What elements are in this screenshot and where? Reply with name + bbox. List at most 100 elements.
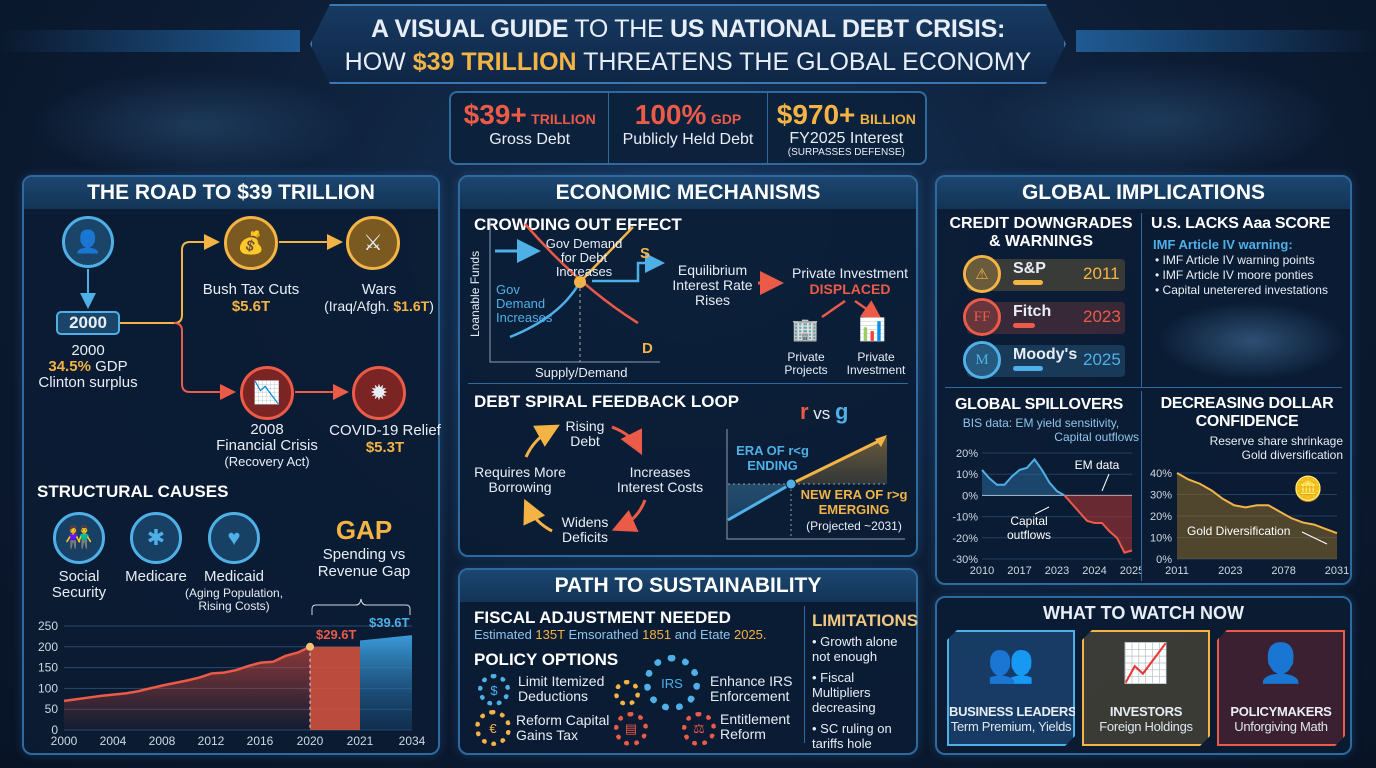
debt-area xyxy=(64,646,310,730)
dollar-title: DECREASING DOLLAR CONFIDENCE xyxy=(1160,395,1334,430)
world-map-icon xyxy=(1157,301,1347,381)
annotation-arrow xyxy=(1301,531,1328,545)
x-tick-label: 2008 xyxy=(149,734,176,748)
gdp-unit: GDP xyxy=(90,358,128,375)
limitation-item: • SC ruling on tariffs hole xyxy=(812,721,892,751)
cause-social-security: Social Security xyxy=(51,568,107,601)
x-tick-label: 2023 xyxy=(1218,565,1242,577)
crowding-out-diagram xyxy=(489,219,920,363)
title-part: THREATENS THE GLOBAL ECONOMY xyxy=(576,48,1032,76)
limitation-item: • Fiscal Multipliers decreasing xyxy=(812,670,876,715)
title-part: TO THE xyxy=(568,15,671,43)
spiral-step: Increases Interest Costs xyxy=(616,464,704,495)
fiscal-value: 2025. xyxy=(733,627,767,642)
limitations-list: • Growth alone not enough • Fiscal Multi… xyxy=(812,634,916,751)
global-panel: GLOBAL IMPLICATIONS CREDIT DOWNGRADES & … xyxy=(935,175,1352,585)
watch-card-business-leaders: 👥 BUSINESS LEADERS Term Premium, Yields xyxy=(947,630,1075,746)
fiscal-estimate: Estimated 135T Emsorathed 1851 and Etate… xyxy=(474,627,767,642)
r-vs-g-chart xyxy=(726,429,905,540)
warning-icon: ⚠ xyxy=(963,255,1001,293)
title-part: HOW xyxy=(344,48,413,76)
imf-points: • IMF Article IV warning points • IMF Ar… xyxy=(1155,253,1328,298)
y-tick-label: 250 xyxy=(38,619,58,633)
card-sub: Foreign Holdings xyxy=(1099,719,1193,734)
x-tick-label: 2012 xyxy=(198,734,225,748)
limitations-title: LIMITATIONS xyxy=(812,611,919,630)
y-tick-label: 100 xyxy=(38,681,58,695)
key-stats-bar: $39+ TRILLION Gross Debt 100% GDP Public… xyxy=(449,91,927,165)
rating-year: 2023 xyxy=(1083,307,1121,326)
heart-hand-icon: ♥ xyxy=(208,512,260,564)
fiscal-value: 1851 xyxy=(642,627,672,642)
title-line-1: A VISUAL GUIDE TO THE US NATIONAL DEBT C… xyxy=(312,15,1064,44)
gold-bars-icon: 🪙 xyxy=(1293,476,1323,503)
building-icon: 🏢 xyxy=(791,317,820,342)
policy-option: Reform Capital Gains Tax xyxy=(516,712,610,743)
negative-area xyxy=(1064,495,1132,553)
wars: Wars (Iraq/Afgh. $1.6T) xyxy=(317,281,441,314)
gov-demand-label: Gov Demand Increases xyxy=(496,282,553,325)
spill-sub: BIS data: EM yield sensitivity, xyxy=(962,416,1120,430)
imf-point: • IMF Article IV warning points xyxy=(1155,253,1315,267)
x-tick-label: 2024 xyxy=(1082,565,1106,577)
imf-title: IMF Article IV warning: xyxy=(1153,237,1293,252)
start-note: Clinton surplus xyxy=(38,374,138,391)
spiral-title: DEBT SPIRAL FEEDBACK LOOP xyxy=(474,392,740,411)
title-banner: A VISUAL GUIDE TO THE US NATIONAL DEBT C… xyxy=(310,4,1066,84)
card-name: POLICYMAKERS xyxy=(1230,704,1332,719)
stat-label: Gross Debt xyxy=(489,131,571,148)
imf-point: • IMF Article IV moore ponties xyxy=(1155,268,1314,282)
event-label: Bush Tax Cuts xyxy=(202,281,300,298)
stat-label: FY2025 Interest xyxy=(789,130,904,147)
x-tick-label: 2025 xyxy=(1120,565,1142,577)
fiscal-title: FISCAL ADJUSTMENT NEEDED xyxy=(474,608,731,627)
g-label: g xyxy=(835,399,849,424)
y-tick-label: 0% xyxy=(1156,554,1172,566)
y-tick-label: -10% xyxy=(952,512,978,524)
x-tick-label: 2034 xyxy=(399,734,426,748)
banner-wing xyxy=(0,30,300,52)
timeline-connectors xyxy=(80,234,349,400)
stat-label: Publicly Held Debt xyxy=(622,131,754,148)
president-icon: 👤 xyxy=(62,216,114,268)
title-part: A VISUAL GUIDE xyxy=(371,15,569,43)
gap-title: GAP xyxy=(335,515,393,545)
displaced-label: DISPLACED xyxy=(809,281,891,297)
falling-chart-icon: 📉 xyxy=(240,366,294,420)
divider xyxy=(804,606,805,743)
event-sub: (Recovery Act) xyxy=(224,454,310,469)
x-tick-label: 2078 xyxy=(1271,565,1295,577)
world-map-decoration xyxy=(30,70,360,180)
spill-sub: Capital outflows xyxy=(1054,430,1139,444)
start-year: 2000 xyxy=(71,342,105,359)
event-sub: ) xyxy=(429,298,434,314)
imf-point-text: IMF Article IV warning points xyxy=(1162,253,1315,267)
annotation: Gold Diversification xyxy=(1187,524,1290,538)
limitation-text: Growth alone not enough xyxy=(812,634,898,664)
event-label: COVID-19 Relief xyxy=(329,422,441,439)
debt-chart: 0 50 100 150 200 250 2000 2004 2008 2012 2016 2020 2… xyxy=(38,598,426,748)
card-name: BUSINESS LEADERS xyxy=(949,704,1077,719)
dollar-sub: Reserve share shrinkage Gold diversificat… xyxy=(1147,434,1343,462)
growth-chart-icon: 📈 xyxy=(1122,643,1170,685)
x-tick-label: 2021 xyxy=(347,734,374,748)
stat-unit: BILLION xyxy=(859,111,916,127)
fitch-logo-icon: FF xyxy=(963,298,1001,336)
limitation-item: • Growth alone not enough xyxy=(812,634,898,664)
medical-star-icon: ✱ xyxy=(130,512,182,564)
annotation: EM data xyxy=(1075,458,1120,472)
private-investment-displaced: Private Investment DISPLACED xyxy=(780,265,920,297)
imf-point-text: IMF Article IV moore ponties xyxy=(1162,268,1314,282)
annotation-arrow xyxy=(1101,473,1110,492)
supply-curve xyxy=(579,226,634,283)
start-info: 2000 34.5% GDP Clinton surplus xyxy=(28,343,148,391)
stat-value: $970+ xyxy=(776,99,856,130)
debt-line xyxy=(63,645,311,703)
panel-title: GLOBAL IMPLICATIONS xyxy=(937,177,1350,209)
negative-line xyxy=(1063,494,1133,554)
y-tick-label: 10% xyxy=(1150,533,1172,545)
policy-title: POLICY OPTIONS xyxy=(474,650,619,669)
credit-title: CREDIT DOWNGRADES & WARNINGS xyxy=(949,215,1133,250)
stat-unit: TRILLION xyxy=(531,111,596,127)
rating-agency: Fitch xyxy=(1013,303,1052,320)
